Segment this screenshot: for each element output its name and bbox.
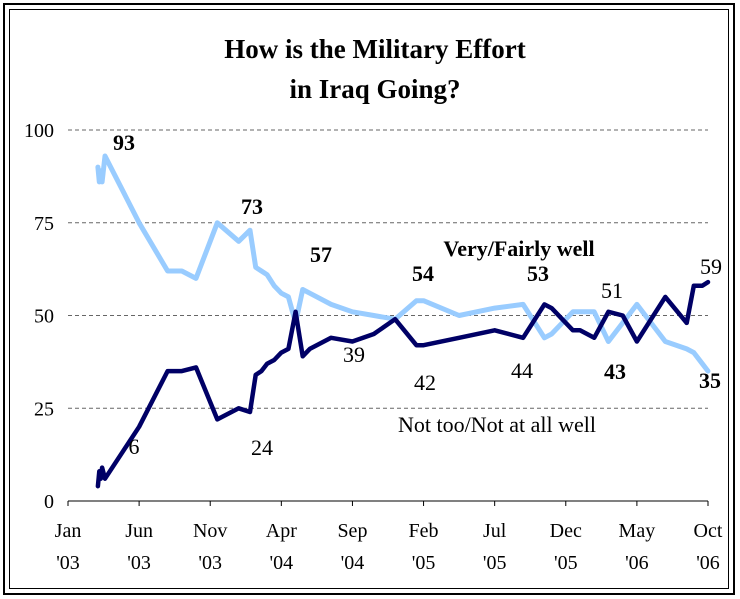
y-axis-ticks: 0 25 50 75 100: [24, 120, 54, 513]
y-tick-label: 75: [34, 213, 54, 235]
data-label: 51: [601, 278, 623, 303]
x-tick-label-year: '05: [483, 552, 507, 574]
data-annotations: 93 6 73 24 57 39 Very/Fairly well 54 42 53 44 51 43 5…: [113, 130, 722, 460]
x-tick-label-year: '03: [127, 552, 151, 574]
data-label: 24: [251, 435, 273, 460]
x-tick-label-year: '05: [554, 552, 578, 574]
x-tick-label-month: Jul: [483, 520, 507, 542]
data-label: 53: [527, 261, 549, 286]
x-tick-label-year: '05: [412, 552, 436, 574]
y-tick-label: 100: [24, 120, 54, 142]
x-tick-label-year: '04: [341, 552, 365, 574]
data-label: 93: [113, 130, 135, 155]
data-label: 59: [700, 254, 722, 279]
y-tick-label: 0: [44, 491, 54, 513]
data-label: 43: [604, 359, 626, 384]
y-tick-label: 50: [34, 306, 54, 328]
chart-title-line-2: in Iraq Going?: [289, 74, 460, 104]
x-tick-label-year: '06: [696, 552, 720, 574]
x-tick-label-year: '04: [270, 552, 294, 574]
y-tick-label: 25: [34, 398, 54, 420]
x-tick-label-month: Nov: [193, 520, 227, 542]
inner-frame: [9, 9, 729, 589]
data-label: 54: [412, 261, 434, 286]
x-tick-label-month: Sep: [337, 520, 367, 542]
data-label: 44: [511, 358, 533, 383]
series-label-not-too-not-at-all-well: Not too/Not at all well: [398, 412, 596, 437]
x-tick-label-month: Feb: [409, 520, 439, 542]
x-tick-label-year: '03: [56, 552, 80, 574]
chart-title-line-1: How is the Military Effort: [224, 34, 525, 64]
x-tick-label-month: May: [619, 520, 656, 542]
data-label: 35: [699, 368, 721, 393]
x-tick-label-year: '03: [198, 552, 222, 574]
gridlines: [68, 129, 708, 502]
series-line-very-fairly-well: [95, 153, 711, 374]
x-tick-label-month: Jun: [125, 520, 153, 542]
data-label: 57: [310, 242, 332, 267]
data-label: 39: [343, 342, 365, 367]
data-label: 6: [129, 434, 140, 459]
data-label: 73: [241, 194, 263, 219]
x-tick-label-month: Oct: [694, 520, 723, 542]
x-tick-label-year: '06: [625, 552, 649, 574]
x-tick-label-month: Apr: [266, 520, 297, 542]
x-tick-label-month: Jan: [55, 520, 82, 542]
x-tick-label-month: Dec: [550, 520, 582, 542]
data-label: 42: [414, 370, 436, 395]
outer-frame: [3, 3, 735, 595]
series-lines: [95, 153, 711, 489]
series-line-not-too-not-at-all-well: [95, 279, 711, 489]
series-label-very-fairly-well: Very/Fairly well: [443, 236, 594, 261]
x-axis-ticks: Jan '03 Jun '03 Nov '03 Apr '04 Sep '04 Feb '05 Jul '…: [55, 501, 723, 574]
